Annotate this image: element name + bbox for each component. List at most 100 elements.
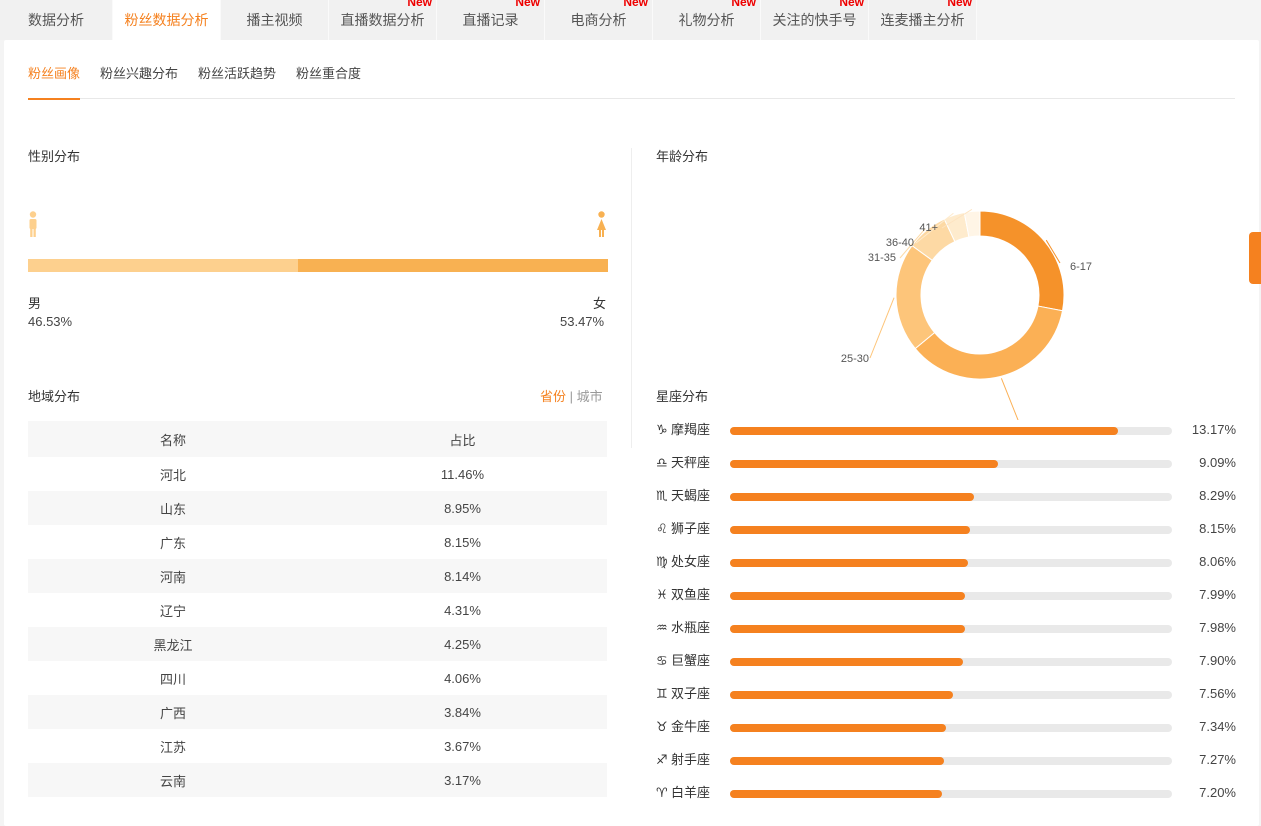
top-tab-6[interactable]: 礼物分析 New	[653, 0, 761, 40]
new-badge: New	[515, 0, 540, 9]
constellation-name: 双鱼座	[671, 587, 711, 602]
male-bar-segment	[28, 259, 298, 272]
region-title: 地域分布	[28, 389, 81, 404]
constellation-row: ♏ 天蝎座 8.29%	[656, 485, 1236, 518]
table-row: 辽宁 4.31%	[28, 593, 607, 627]
constellation-bar-fill	[730, 658, 963, 666]
age-slice-25-30[interactable]	[895, 244, 936, 350]
top-tab-8[interactable]: 连麦播主分析 New	[869, 0, 977, 40]
table-row: 广西 3.84%	[28, 695, 607, 729]
sub-tab-2[interactable]: 粉丝活跃趋势	[198, 66, 277, 81]
region-name: 河北	[159, 467, 186, 483]
region-name: 广东	[159, 535, 186, 551]
constellation-bar-fill	[730, 757, 945, 765]
province-toggle[interactable]: 省份	[540, 389, 567, 404]
male-label: 男	[28, 296, 42, 311]
age-slice-6-17[interactable]	[979, 210, 1065, 312]
constellation-name: 双子座	[671, 686, 711, 701]
top-tab-label: 数据分析	[28, 12, 84, 28]
constellation-bar-track	[730, 427, 1172, 435]
column-divider	[631, 148, 632, 448]
table-row: 河南 8.14%	[28, 559, 607, 593]
city-toggle[interactable]: 城市	[576, 389, 603, 404]
constellation-bar-track	[730, 625, 1172, 633]
age-label: 41+	[919, 222, 938, 234]
top-tab-3[interactable]: 直播数据分析 New	[329, 0, 437, 40]
constellation-name: 天秤座	[671, 455, 711, 470]
sub-tab-1[interactable]: 粉丝兴趣分布	[100, 66, 179, 81]
constellation-bar-track	[730, 658, 1172, 666]
region-ratio: 8.95%	[318, 491, 607, 525]
region-ratio: 8.14%	[318, 559, 607, 593]
col-header-ratio: 占比	[318, 421, 607, 457]
constellation-name: 白羊座	[671, 785, 711, 800]
sub-tab-0[interactable]: 粉丝画像	[28, 54, 81, 100]
constellation-row: ♋ 巨蟹座 7.90%	[656, 650, 1236, 683]
gender-ratio-bar	[28, 259, 608, 272]
region-ratio: 3.67%	[444, 738, 481, 754]
table-row: 黑龙江 4.25%	[28, 627, 607, 661]
side-float-button[interactable]	[1249, 232, 1261, 284]
toggle-separator: |	[569, 389, 574, 404]
constellation-bar-fill	[730, 691, 953, 699]
top-tab-5[interactable]: 电商分析 New	[545, 0, 653, 40]
zodiac-icon: ♏	[656, 488, 668, 503]
constellation-row: ♑ 摩羯座 13.17%	[656, 419, 1236, 452]
constellation-bar-fill	[730, 526, 971, 534]
table-row: 四川 4.06%	[28, 661, 607, 695]
region-ratio: 3.17%	[318, 763, 607, 797]
age-title: 年龄分布	[656, 149, 709, 164]
female-percent: 53.47%	[560, 314, 605, 329]
constellation-bar-fill	[730, 427, 1119, 435]
age-label: 31-35	[868, 252, 896, 264]
constellation-bar-track	[730, 592, 1172, 600]
top-tab-0[interactable]: 数据分析	[0, 0, 113, 40]
constellation-bar-track	[730, 757, 1172, 765]
age-slice-41+[interactable]	[963, 210, 981, 238]
region-name: 黑龙江	[28, 627, 318, 661]
age-slice-18-24[interactable]	[914, 305, 1064, 380]
sub-tab-3[interactable]: 粉丝重合度	[296, 66, 362, 81]
top-tab-label: 直播记录	[462, 12, 519, 28]
new-badge: New	[947, 0, 972, 9]
top-tab-4[interactable]: 直播记录 New	[437, 0, 545, 40]
zodiac-icon: ♋	[656, 653, 668, 668]
constellation-value: 7.56%	[1199, 686, 1236, 701]
female-icon	[597, 211, 606, 237]
region-name: 云南	[28, 763, 318, 797]
constellation-bar-track	[730, 460, 1172, 468]
constellation-value: 7.98%	[1199, 620, 1236, 635]
region-name: 广西	[28, 695, 318, 729]
region-ratio: 3.84%	[318, 695, 607, 729]
new-badge: New	[731, 0, 756, 9]
region-ratio: 8.15%	[444, 534, 481, 550]
constellation-row: ♎ 天秤座 9.09%	[656, 452, 1236, 485]
male-percent: 46.53%	[28, 314, 73, 329]
male-icon	[29, 211, 37, 237]
top-tab-label: 粉丝数据分析	[124, 12, 209, 28]
constellation-value: 7.34%	[1199, 719, 1236, 734]
region-table: 名称 占比 河北 11.46% 山东 8.95% 广东 8.15% 河南 8.14% 辽宁 4.3…	[28, 421, 607, 797]
constellation-value: 7.90%	[1199, 653, 1236, 668]
zodiac-icon: ♌	[656, 521, 668, 536]
constellation-name: 处女座	[671, 554, 711, 569]
constellation-value: 13.17%	[1191, 422, 1236, 437]
table-row: 广东 8.15%	[28, 525, 607, 559]
constellation-bar-track	[730, 790, 1172, 798]
top-tab-1[interactable]: 粉丝数据分析	[113, 0, 221, 40]
zodiac-icon: ♑	[656, 422, 668, 437]
constellation-row: ♒ 水瓶座 7.98%	[656, 617, 1236, 650]
constellation-row: ♌ 狮子座 8.15%	[656, 518, 1236, 551]
zodiac-icon: ♈	[656, 785, 668, 800]
top-tab-7[interactable]: 关注的快手号 New	[761, 0, 869, 40]
constellation-row: ♓ 双鱼座 7.99%	[656, 584, 1236, 617]
top-tab-2[interactable]: 播主视频	[221, 0, 329, 40]
zodiac-icon: ♒	[656, 620, 668, 635]
constellation-bar-fill	[730, 790, 943, 798]
zodiac-icon: ♎	[656, 455, 668, 470]
constellation-row: ♉ 金牛座 7.34%	[656, 716, 1236, 749]
constellation-value: 7.20%	[1199, 785, 1236, 800]
top-tab-label: 播主视频	[246, 12, 303, 28]
new-badge: New	[407, 0, 432, 9]
